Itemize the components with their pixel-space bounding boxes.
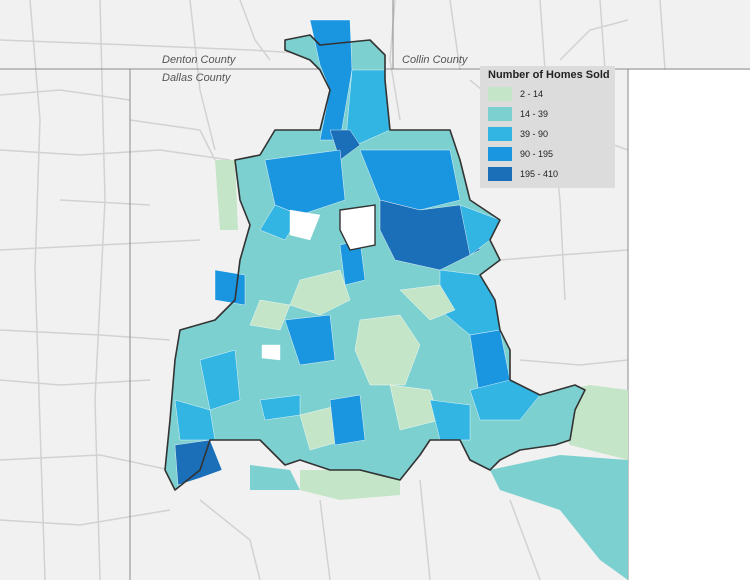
- dallas-county-label: Dallas County: [162, 72, 231, 84]
- legend-swatch: [488, 87, 512, 101]
- legend-label: 14 - 39: [520, 109, 549, 119]
- legend-swatch: [488, 127, 512, 141]
- legend-label: 39 - 90: [520, 129, 549, 139]
- legend-item: 195 - 410: [488, 164, 609, 184]
- legend-item: 90 - 195: [488, 144, 609, 164]
- road-network: [0, 0, 666, 580]
- legend-swatch: [488, 167, 512, 181]
- legend-title: Number of Homes Sold: [488, 69, 610, 81]
- legend-label: 195 - 410: [520, 169, 559, 179]
- legend-swatch: [488, 107, 512, 121]
- legend-item: 39 - 90: [488, 124, 609, 144]
- legend-label: 90 - 195: [520, 149, 554, 159]
- denton-county-label: Denton County: [162, 54, 236, 66]
- city-tracts: [164, 19, 586, 491]
- legend-item: 2 - 14: [488, 84, 609, 104]
- collin-county-label: Collin County: [402, 54, 468, 66]
- legend-label: 2 - 14: [520, 89, 544, 99]
- legend-item: 14 - 39: [488, 104, 609, 124]
- city-boundary: [164, 34, 586, 491]
- legend-swatch: [488, 147, 512, 161]
- map-legend: Number of Homes Sold 2 - 14 14 - 39 39 -…: [480, 66, 615, 188]
- city-boundary-hole: [339, 204, 376, 251]
- map-background-north: [628, 0, 750, 70]
